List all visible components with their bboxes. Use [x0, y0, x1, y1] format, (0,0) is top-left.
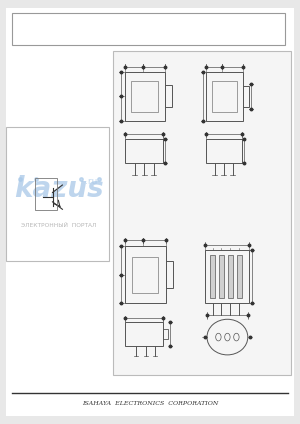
Bar: [6, 127, 109, 261]
Bar: [34, 178, 57, 210]
Text: ЭЛЕКТРОННЫЙ  ПОРТАЛ: ЭЛЕКТРОННЫЙ ПОРТАЛ: [21, 223, 96, 228]
Bar: [236, 255, 242, 298]
Bar: [131, 81, 158, 112]
Text: ISAHAYA  ELECTRONICS  CORPORATION: ISAHAYA ELECTRONICS CORPORATION: [82, 401, 218, 406]
Bar: [210, 255, 215, 298]
Bar: [112, 51, 291, 375]
Text: .ru: .ru: [85, 177, 98, 186]
Bar: [206, 72, 243, 121]
Bar: [206, 139, 242, 163]
Bar: [228, 255, 233, 298]
Bar: [124, 72, 165, 121]
Text: kazus: kazus: [14, 175, 103, 203]
Bar: [125, 322, 163, 346]
Bar: [12, 13, 285, 45]
Bar: [243, 86, 249, 107]
Bar: [125, 139, 163, 163]
Bar: [219, 255, 224, 298]
Bar: [212, 81, 237, 112]
Bar: [163, 329, 168, 339]
Bar: [165, 86, 172, 108]
Bar: [124, 246, 166, 303]
Bar: [132, 257, 158, 293]
Bar: [205, 250, 249, 303]
Bar: [166, 261, 173, 287]
